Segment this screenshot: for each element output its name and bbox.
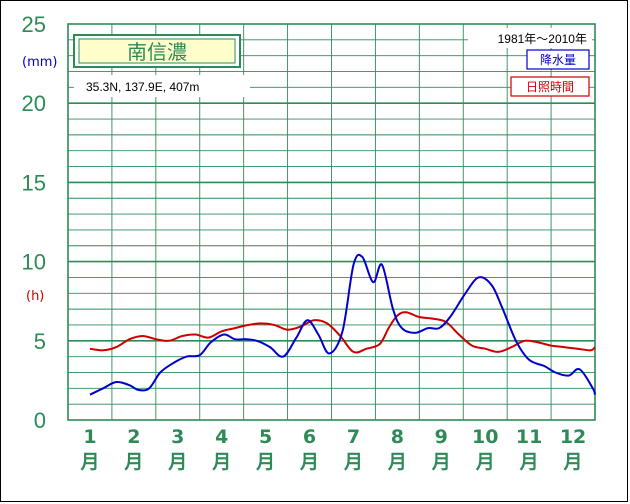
x-tick-unit: 月	[123, 451, 143, 473]
x-tick-label: 3	[171, 426, 184, 448]
location-text: 35.3N, 137.9E, 407m	[86, 80, 199, 94]
chart-grid	[67, 23, 596, 421]
x-tick-unit: 月	[475, 451, 495, 473]
x-tick-unit: 月	[519, 451, 539, 473]
period-box	[468, 28, 592, 48]
y-tick-label: 5	[34, 329, 46, 354]
x-tick-label: 5	[259, 426, 272, 448]
x-tick-label: 10	[472, 426, 498, 448]
legend-sunshine-box	[510, 76, 590, 97]
y-tick-label: 25	[22, 12, 46, 37]
x-tick-label: 11	[516, 426, 542, 448]
x-tick-unit: 月	[343, 451, 363, 473]
y-tick-label: 10	[22, 250, 46, 275]
x-tick-unit: 月	[387, 451, 407, 473]
x-tick-unit: 月	[79, 451, 99, 473]
y-tick-label: 0	[34, 408, 46, 433]
sunshine-line	[89, 311, 596, 354]
x-tick-unit: 月	[255, 451, 275, 473]
x-tick-label: 6	[303, 426, 316, 448]
y-axis-ticks: 0 5 10 15 20 25	[22, 12, 46, 433]
y-unit-precipitation: (mm)	[22, 55, 57, 70]
x-axis-ticks: 1 月 2 月 3 月 4 月 5 月 6 月 7 月 8 月 9 月 10 月 11 月 12 月	[79, 426, 586, 473]
x-tick-label: 9	[435, 426, 448, 448]
x-tick-label: 4	[215, 426, 228, 448]
legend-sunshine-label: 日照時間	[526, 80, 574, 94]
x-tick-label: 1	[83, 426, 96, 448]
period-text: 1981年〜2010年	[498, 32, 587, 46]
x-tick-unit: 月	[167, 451, 187, 473]
series-lines	[89, 253, 596, 396]
y-tick-label: 20	[22, 91, 46, 116]
x-tick-label: 12	[560, 426, 586, 448]
x-tick-unit: 月	[299, 451, 319, 473]
legend-precipitation-box	[526, 49, 590, 70]
location-box	[74, 75, 250, 97]
x-tick-unit: 月	[211, 451, 231, 473]
station-box-inner	[78, 38, 236, 64]
x-tick-unit: 月	[431, 451, 451, 473]
x-tick-label: 8	[391, 426, 404, 448]
x-tick-unit: 月	[563, 451, 583, 473]
y-unit-sunshine: (h)	[26, 289, 44, 304]
x-tick-label: 7	[347, 426, 360, 448]
legend-precipitation-label: 降水量	[540, 53, 576, 67]
station-name: 南信濃	[127, 40, 187, 64]
y-tick-label: 15	[22, 170, 46, 195]
precipitation-line	[89, 253, 596, 396]
x-tick-label: 2	[127, 426, 140, 448]
